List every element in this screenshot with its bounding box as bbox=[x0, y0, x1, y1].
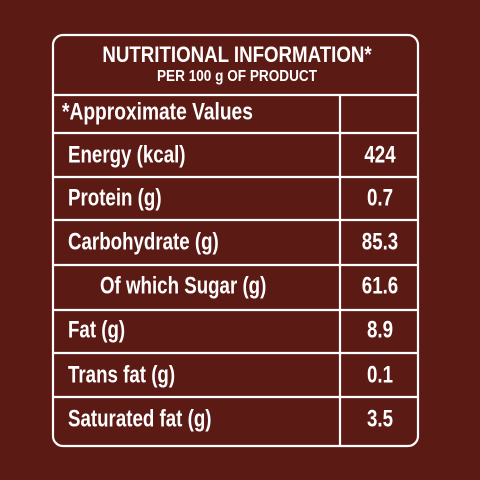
row-value: 8.9 bbox=[367, 316, 393, 343]
row-label: Fat (g) bbox=[68, 316, 125, 343]
row-label: Carbohydrate (g) bbox=[68, 228, 219, 255]
row-label: Protein (g) bbox=[68, 184, 162, 211]
note: *Approximate Values bbox=[62, 97, 253, 125]
subtitle: PER 100 g OF PRODUCT bbox=[157, 68, 317, 85]
row-value: 424 bbox=[364, 141, 395, 168]
row-label: Of which Sugar (g) bbox=[100, 272, 266, 299]
row-value: 3.5 bbox=[367, 405, 393, 432]
row-value: 0.1 bbox=[367, 361, 393, 388]
row-label: Energy (kcal) bbox=[68, 141, 186, 168]
row-value: 0.7 bbox=[367, 184, 393, 211]
row-value: 61.6 bbox=[362, 272, 398, 299]
table-border bbox=[51, 33, 420, 448]
row-label: Saturated fat (g) bbox=[68, 405, 211, 432]
row-label: Trans fat (g) bbox=[68, 361, 175, 388]
row-value: 85.3 bbox=[362, 228, 398, 255]
title: NUTRITIONAL INFORMATION* bbox=[102, 43, 371, 67]
